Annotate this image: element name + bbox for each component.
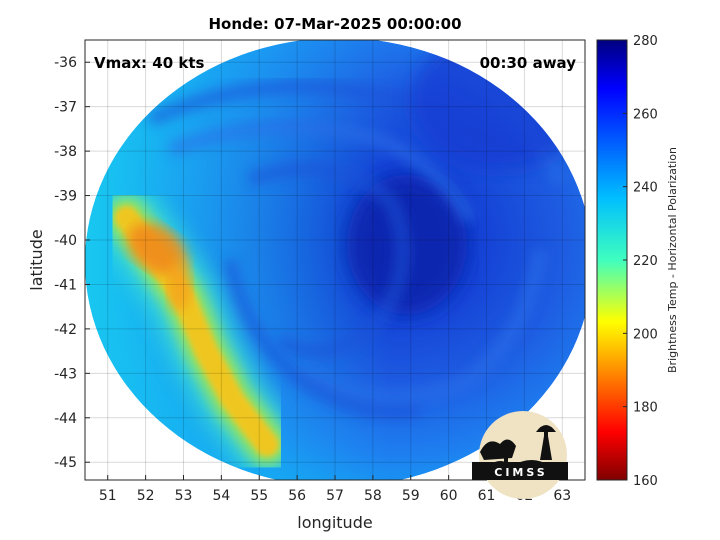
colorbar-tick-label: 160 xyxy=(633,474,658,489)
x-tick-label: 61 xyxy=(478,488,496,504)
x-tick-label: 58 xyxy=(364,488,382,504)
x-tick-label: 57 xyxy=(326,488,344,504)
colorbar xyxy=(596,39,628,481)
y-tick-label: -39 xyxy=(54,189,77,205)
colorbar-tick-label: 220 xyxy=(633,254,658,269)
colorbar-tick-label: 260 xyxy=(633,107,658,122)
x-tick-label: 59 xyxy=(402,488,420,504)
spiral-band xyxy=(247,161,410,359)
warm-patch xyxy=(167,258,192,311)
x-tick-label: 54 xyxy=(212,488,230,504)
colorbar-tick-label: 280 xyxy=(633,34,658,49)
x-tick-label: 52 xyxy=(137,488,155,504)
y-tick-label: -40 xyxy=(54,233,77,249)
warmest-patch xyxy=(127,223,187,275)
y-tick-label: -43 xyxy=(54,366,77,382)
x-tick-label: 63 xyxy=(553,488,571,504)
x-tick-label: 53 xyxy=(175,488,193,504)
y-tick-labels: -36 -37 -38 -39 -40 -41 -42 -43 -44 -45 xyxy=(54,55,90,471)
cimss-logo: CIMSS xyxy=(472,411,568,499)
svg-text:CIMSS: CIMSS xyxy=(494,466,547,479)
grid-lines xyxy=(85,40,585,480)
x-tick-label: 55 xyxy=(250,488,268,504)
y-tick-label: -36 xyxy=(54,55,77,71)
time-offset-annotation: 00:30 away xyxy=(480,54,577,72)
colorbar-tick-label: 180 xyxy=(633,401,658,416)
spiral-band xyxy=(296,249,547,405)
y-tick-label: -41 xyxy=(54,277,77,293)
chart-title: Honde: 07-Mar-2025 00:00:00 xyxy=(208,15,461,33)
vmax-annotation: Vmax: 40 kts xyxy=(94,54,204,72)
x-tick-label: 51 xyxy=(99,488,117,504)
spiral-band xyxy=(167,120,477,224)
y-tick-label: -45 xyxy=(54,455,77,471)
x-tick-label: 56 xyxy=(288,488,306,504)
y-tick-label: -38 xyxy=(54,144,77,160)
y-axis-label: latitude xyxy=(27,229,46,290)
colorbar-tick-label: 200 xyxy=(633,327,658,342)
y-tick-label: -37 xyxy=(54,100,77,116)
colorbar-label: Brightness Temp - Horizontal Polarizatio… xyxy=(666,147,679,373)
x-axis-label: longitude xyxy=(297,513,372,532)
y-tick-label: -42 xyxy=(54,322,77,338)
colorbar-tick-labels: 280 260 240 220 200 180 160 xyxy=(623,34,658,489)
colorbar-tick-label: 240 xyxy=(633,181,658,196)
spiral-band xyxy=(223,258,422,419)
x-tick-label: 60 xyxy=(440,488,458,504)
y-tick-label: -44 xyxy=(54,411,77,427)
